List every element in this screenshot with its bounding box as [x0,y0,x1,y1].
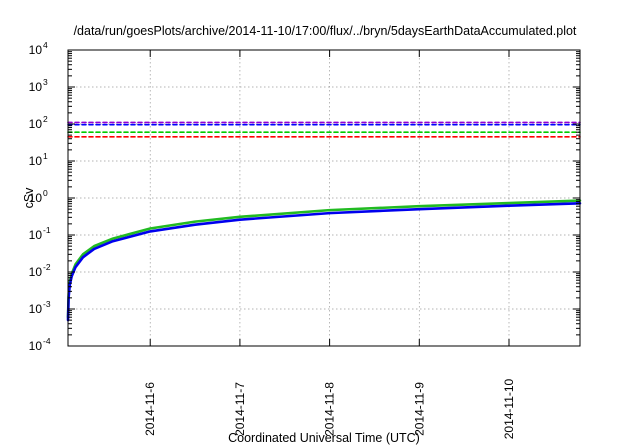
y-tick-exponent: -3 [43,299,51,309]
y-tick-label: 10-2 [29,262,51,279]
y-tick-label: 101 [29,151,48,168]
y-tick-exponent: 2 [43,114,48,124]
y-tick-label: 102 [29,114,48,131]
x-axis-tick-labels: 2014-11-6 2014-11-7 2014-11-8 2014-11-9 2014… [143,378,516,439]
series-line [66,199,582,319]
y-tick-exponent: 0 [43,188,48,198]
series-line [66,201,582,322]
y-tick-label: 10-1 [29,225,51,242]
x-tick-label: 2014-11-9 [412,382,426,436]
x-tick-label: 2014-11-8 [323,382,337,436]
y-tick-label: 104 [29,40,48,57]
y-tick-exponent: 4 [43,40,48,50]
x-tick-label: 2014-11-10 [502,378,516,439]
x-tick-label: 2014-11-6 [143,382,157,436]
y-tick-label: 10-3 [29,299,51,316]
y-tick-exponent: 1 [43,151,48,161]
y-tick-exponent: -2 [43,262,51,272]
y-axis-label: cSv [22,187,36,209]
x-tick-label: 2014-11-7 [233,382,247,436]
y-tick-exponent: -4 [43,336,51,346]
y-tick-exponent: -1 [43,225,51,235]
y-tick-exponent: 3 [43,77,48,87]
chart-title: /data/run/goesPlots/archive/2014-11-10/1… [74,24,577,38]
grid-lines [68,50,580,346]
y-tick-label: 10-4 [29,336,51,353]
y-tick-label: 103 [29,77,48,94]
series-layer [66,121,582,322]
x-axis-label: Coordinated Universal Time (UTC) [228,431,420,445]
axis-ticks [68,49,580,347]
